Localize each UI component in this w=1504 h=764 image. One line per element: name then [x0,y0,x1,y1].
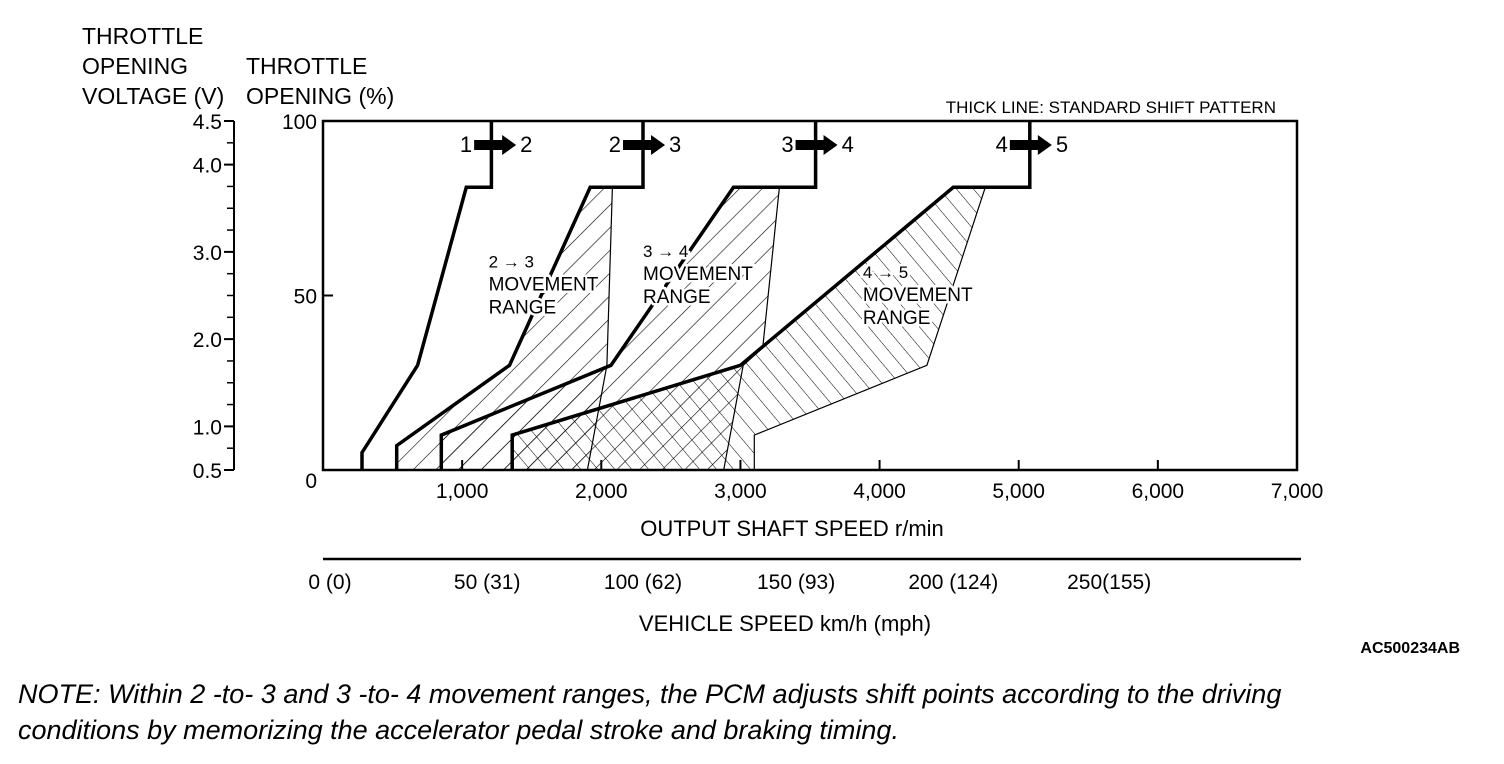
shift-label-from: 1 [460,132,472,157]
plot-frame [321,119,1299,472]
voltage-tick-label: 4.5 [193,111,222,134]
voltage-tick-label: 2.0 [193,329,222,352]
voltage-axis: 4.5 4.0 3.0 2.0 1.0 0.5 [193,111,235,483]
x-tick-label: 2,000 [575,480,628,503]
voltage-axis-title-line-2: OPENING [82,53,188,79]
range-label-line: MOVEMENT [489,275,599,296]
shift-arrow-icon [474,135,517,155]
percent-axis: 100 50 0 [282,111,333,493]
vehicle-speed-axis-title: VEHICLE SPEED km/h (mph) [639,611,931,636]
shift-label-to: 3 [669,132,681,157]
voltage-tick-label: 4.0 [193,155,222,178]
voltage-axis-title: THROTTLE OPENING VOLTAGE (V) [82,23,224,109]
note-text: NOTE: Within 2 -to- 3 and 3 -to- 4 movem… [18,676,1488,748]
shift-label-from: 4 [996,132,1008,157]
shift-label-from: 3 [781,132,793,157]
standard-shift-lines [360,121,1032,470]
x-tick-label: 7,000 [1271,480,1324,503]
vehicle-speed-tick-label: 150 (93) [757,571,835,594]
movement-range-boundary [753,187,986,470]
range-label-line: 2 → 3 [489,253,534,272]
vehicle-speed-axis: 0 (0) 50 (31) 100 (62) 150 (93) 200 (124) 250… [308,557,1301,594]
percent-tick-label: 50 [294,286,317,309]
note-line-2: conditions by memorizing the accelerator… [18,715,899,745]
percent-tick-label: 100 [282,111,317,134]
range-label-line: RANGE [489,298,557,319]
x-axis: 1,000 2,000 3,000 4,000 5,000 6,000 7,000 [436,460,1323,503]
shift-line [360,121,494,470]
range-label-line: MOVEMENT [863,285,973,306]
range-label-line: 4 → 5 [863,263,908,282]
range-label-line: RANGE [643,287,711,308]
voltage-axis-title-line-1: THROTTLE [82,23,203,49]
vehicle-speed-tick-label: 200 (124) [908,571,998,594]
x-tick-label: 4,000 [853,480,906,503]
note-line-1: NOTE: Within 2 -to- 3 and 3 -to- 4 movem… [18,679,1282,709]
voltage-tick-label: 1.0 [193,416,222,439]
vehicle-speed-tick-label: 50 (31) [454,571,521,594]
shift-label-to: 5 [1056,132,1068,157]
figure-id: AC500234AB [1360,640,1460,657]
shift-label-to: 2 [520,132,532,157]
shift-arrow-icon [795,135,838,155]
voltage-tick-label: 3.0 [193,242,222,265]
shift-line [439,121,818,470]
x-tick-label: 3,000 [714,480,767,503]
shift-arrow-icon [623,135,666,155]
voltage-tick-label: 0.5 [193,460,222,483]
shift-line [394,121,645,470]
range-label-line: 3 → 4 [643,242,688,261]
percent-axis-title-line-1: THROTTLE [246,53,367,79]
x-tick-label: 6,000 [1132,480,1185,503]
vehicle-speed-tick-label: 100 (62) [604,571,682,594]
vehicle-speed-tick-label: 0 (0) [308,571,351,594]
percent-tick-label: 0 [305,470,317,493]
vehicle-speed-tick-label: 250(155) [1067,571,1151,594]
range-label-line: MOVEMENT [643,264,753,285]
range-label-line: RANGE [863,308,931,329]
shift-line [510,121,1032,470]
legend-note: THICK LINE: STANDARD SHIFT PATTERN [946,98,1276,117]
voltage-axis-title-line-3: VOLTAGE (V) [82,83,224,109]
percent-axis-title: THROTTLE OPENING (%) [246,53,394,109]
x-tick-label: 1,000 [436,480,489,503]
x-axis-title: OUTPUT SHAFT SPEED r/min [640,516,944,541]
shift-arrow-icon [1009,135,1052,155]
x-tick-label: 5,000 [992,480,1045,503]
shift-label-to: 4 [842,132,854,157]
shift-label-from: 2 [609,132,621,157]
percent-axis-title-line-2: OPENING (%) [246,83,394,109]
